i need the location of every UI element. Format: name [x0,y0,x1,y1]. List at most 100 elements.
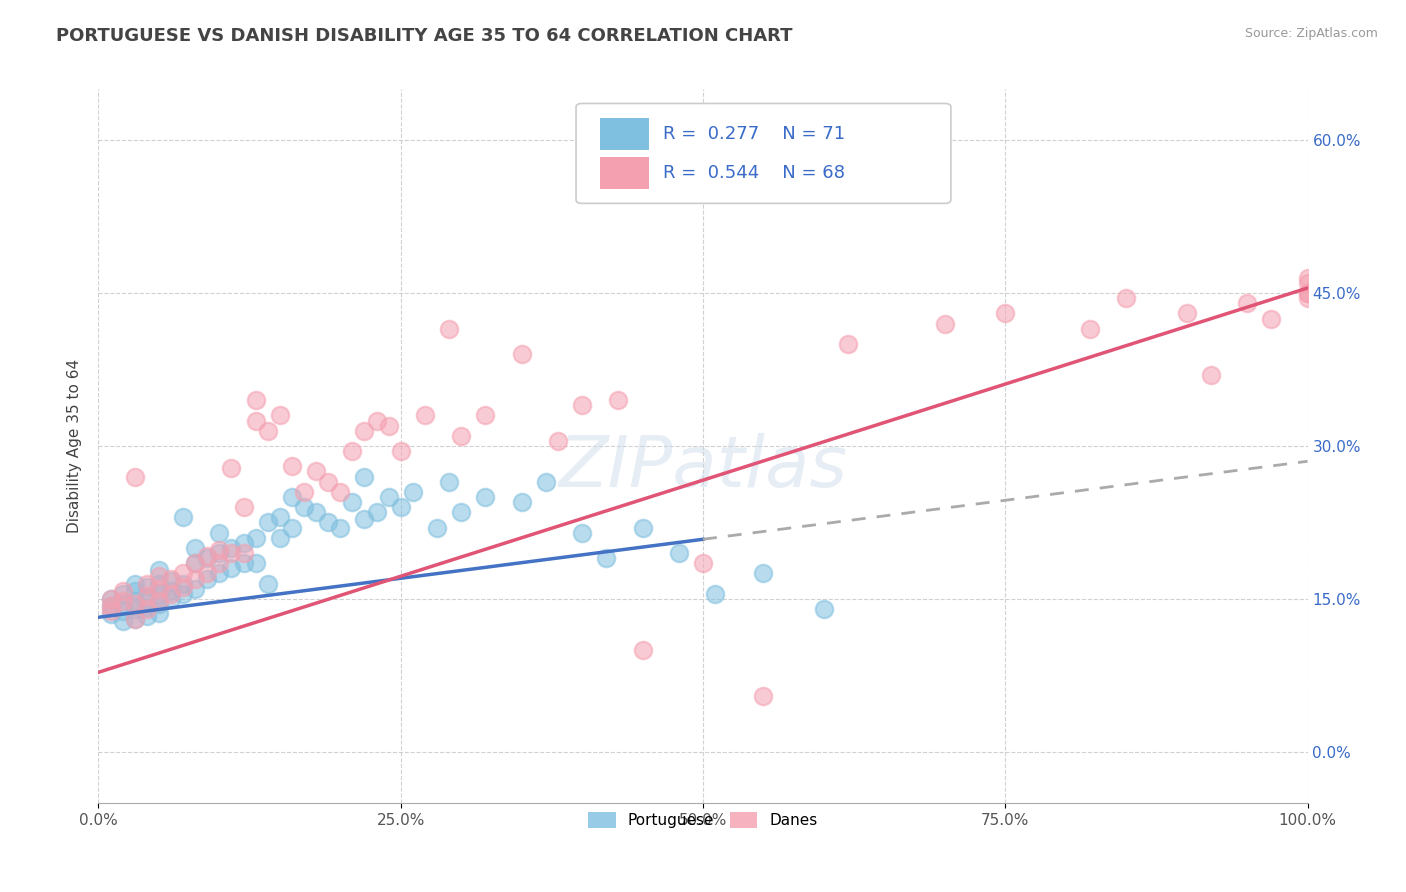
Point [111,604,134,618]
Point [172,587,194,601]
Point [1260,311,1282,326]
Point [184,572,207,586]
Point [329,520,352,534]
Point [208,556,231,570]
Point [208,525,231,540]
Text: R =  0.544    N = 68: R = 0.544 N = 68 [664,164,845,182]
Point [124,597,146,611]
Point [232,546,254,560]
Point [607,393,630,408]
Point [100,591,122,606]
Point [232,500,254,515]
Point [342,495,364,509]
Point [100,599,122,613]
Point [135,576,157,591]
Point [305,465,328,479]
Point [849,179,872,194]
Point [281,490,304,504]
Point [111,583,134,598]
Point [208,566,231,581]
Point [245,393,267,408]
Point [148,587,170,601]
Point [232,556,254,570]
Point [389,444,412,458]
Point [353,512,375,526]
Point [135,602,157,616]
Point [1296,286,1319,301]
Point [148,569,170,583]
Point [100,604,122,618]
Point [1078,322,1101,336]
Point [195,566,218,581]
Point [160,591,183,606]
Point [148,563,170,577]
Point [256,516,278,530]
Point [184,541,207,555]
Point [934,317,956,331]
Point [426,520,449,534]
Point [160,583,183,598]
Point [1115,291,1137,305]
Point [752,566,775,581]
Point [474,409,496,423]
Point [837,337,859,351]
Point [292,484,315,499]
Point [135,591,157,605]
Point [353,469,375,483]
Point [124,594,146,608]
Point [389,500,412,515]
Point [245,531,267,545]
Text: PORTUGUESE VS DANISH DISABILITY AGE 35 TO 64 CORRELATION CHART: PORTUGUESE VS DANISH DISABILITY AGE 35 T… [56,27,793,45]
Point [692,556,714,570]
Point [366,413,388,427]
Point [124,576,146,591]
Point [1296,286,1319,301]
Text: Source: ZipAtlas.com: Source: ZipAtlas.com [1244,27,1378,40]
Point [1199,368,1222,382]
Point [135,600,157,615]
Point [329,484,352,499]
Point [148,606,170,620]
Point [1175,306,1198,320]
Point [195,551,218,566]
Point [377,490,399,504]
Point [1236,296,1258,310]
Point [124,612,146,626]
Point [100,599,122,613]
Y-axis label: Disability Age 35 to 64: Disability Age 35 to 64 [67,359,83,533]
Point [111,597,134,611]
Point [221,461,243,475]
Point [124,612,146,626]
Point [571,398,593,412]
Point [377,418,399,433]
Point [124,469,146,483]
Point [534,475,557,489]
Point [111,615,134,629]
Point [269,409,291,423]
Point [184,556,207,570]
Point [402,484,425,499]
Point [245,556,267,570]
Point [437,475,460,489]
Point [474,490,496,504]
Point [172,510,194,524]
Point [269,510,291,524]
Point [208,543,231,558]
Point [450,505,472,519]
Point [316,475,339,489]
Point [366,505,388,519]
Point [221,561,243,575]
Point [172,566,194,581]
Point [111,587,134,601]
Point [994,306,1017,320]
Point [148,594,170,608]
FancyBboxPatch shape [576,103,950,203]
Point [813,602,835,616]
Point [184,556,207,570]
Point [221,546,243,560]
Text: R =  0.277    N = 71: R = 0.277 N = 71 [664,125,845,143]
Point [172,576,194,591]
Point [269,531,291,545]
Point [631,520,654,534]
Point [111,594,134,608]
